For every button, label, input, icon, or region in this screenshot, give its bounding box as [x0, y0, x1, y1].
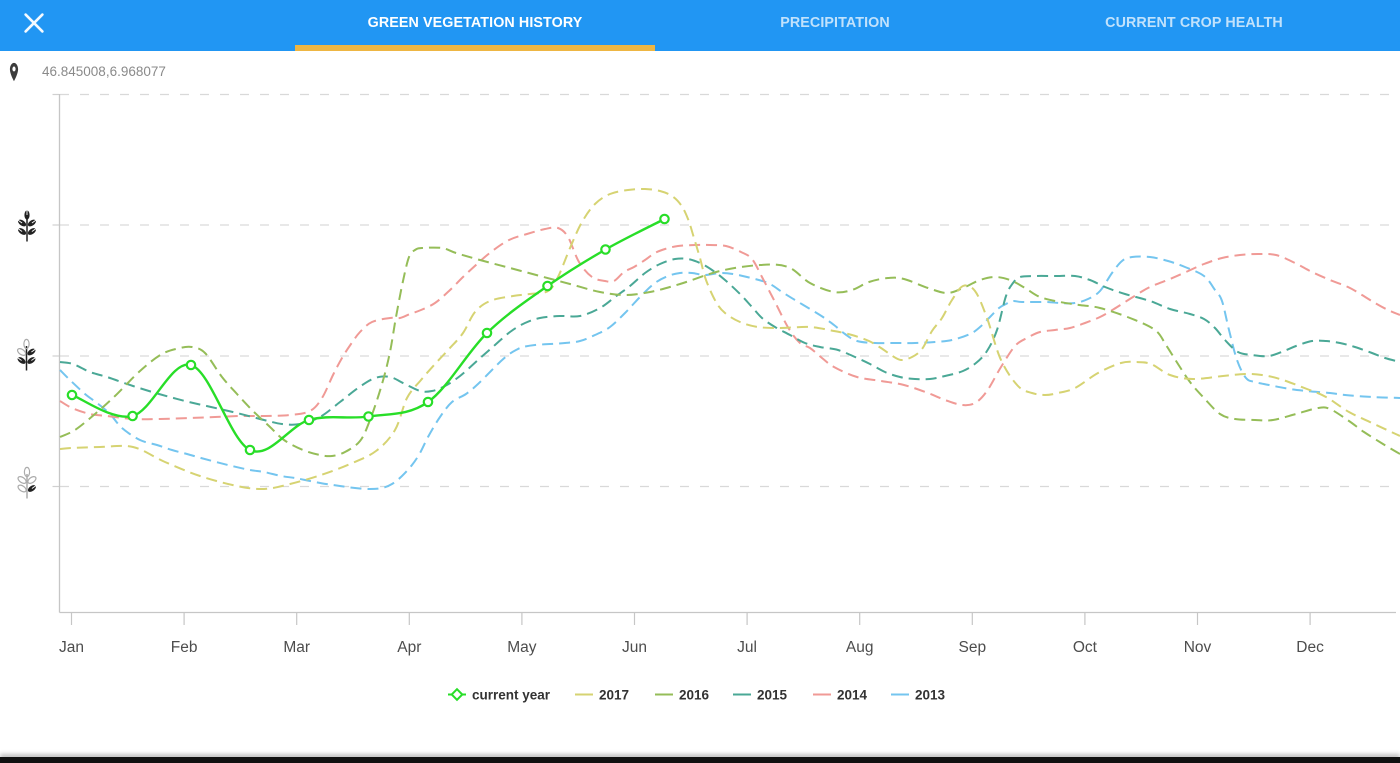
svg-text:Jan: Jan: [59, 639, 84, 656]
svg-text:Oct: Oct: [1073, 639, 1098, 656]
svg-text:Jun: Jun: [622, 639, 647, 656]
svg-text:2017: 2017: [599, 688, 629, 703]
svg-text:Mar: Mar: [283, 639, 310, 656]
svg-text:Nov: Nov: [1184, 639, 1212, 656]
svg-text:Sep: Sep: [959, 639, 987, 656]
svg-text:Apr: Apr: [397, 639, 421, 656]
svg-text:2016: 2016: [679, 688, 710, 703]
svg-text:2014: 2014: [837, 688, 868, 703]
svg-text:Dec: Dec: [1296, 639, 1324, 656]
svg-text:Feb: Feb: [171, 639, 198, 656]
svg-text:Jul: Jul: [737, 639, 757, 656]
svg-text:current year: current year: [472, 688, 551, 703]
svg-text:2013: 2013: [915, 688, 946, 703]
svg-text:2015: 2015: [757, 688, 788, 703]
svg-text:Aug: Aug: [846, 639, 874, 656]
svg-text:May: May: [507, 639, 537, 656]
